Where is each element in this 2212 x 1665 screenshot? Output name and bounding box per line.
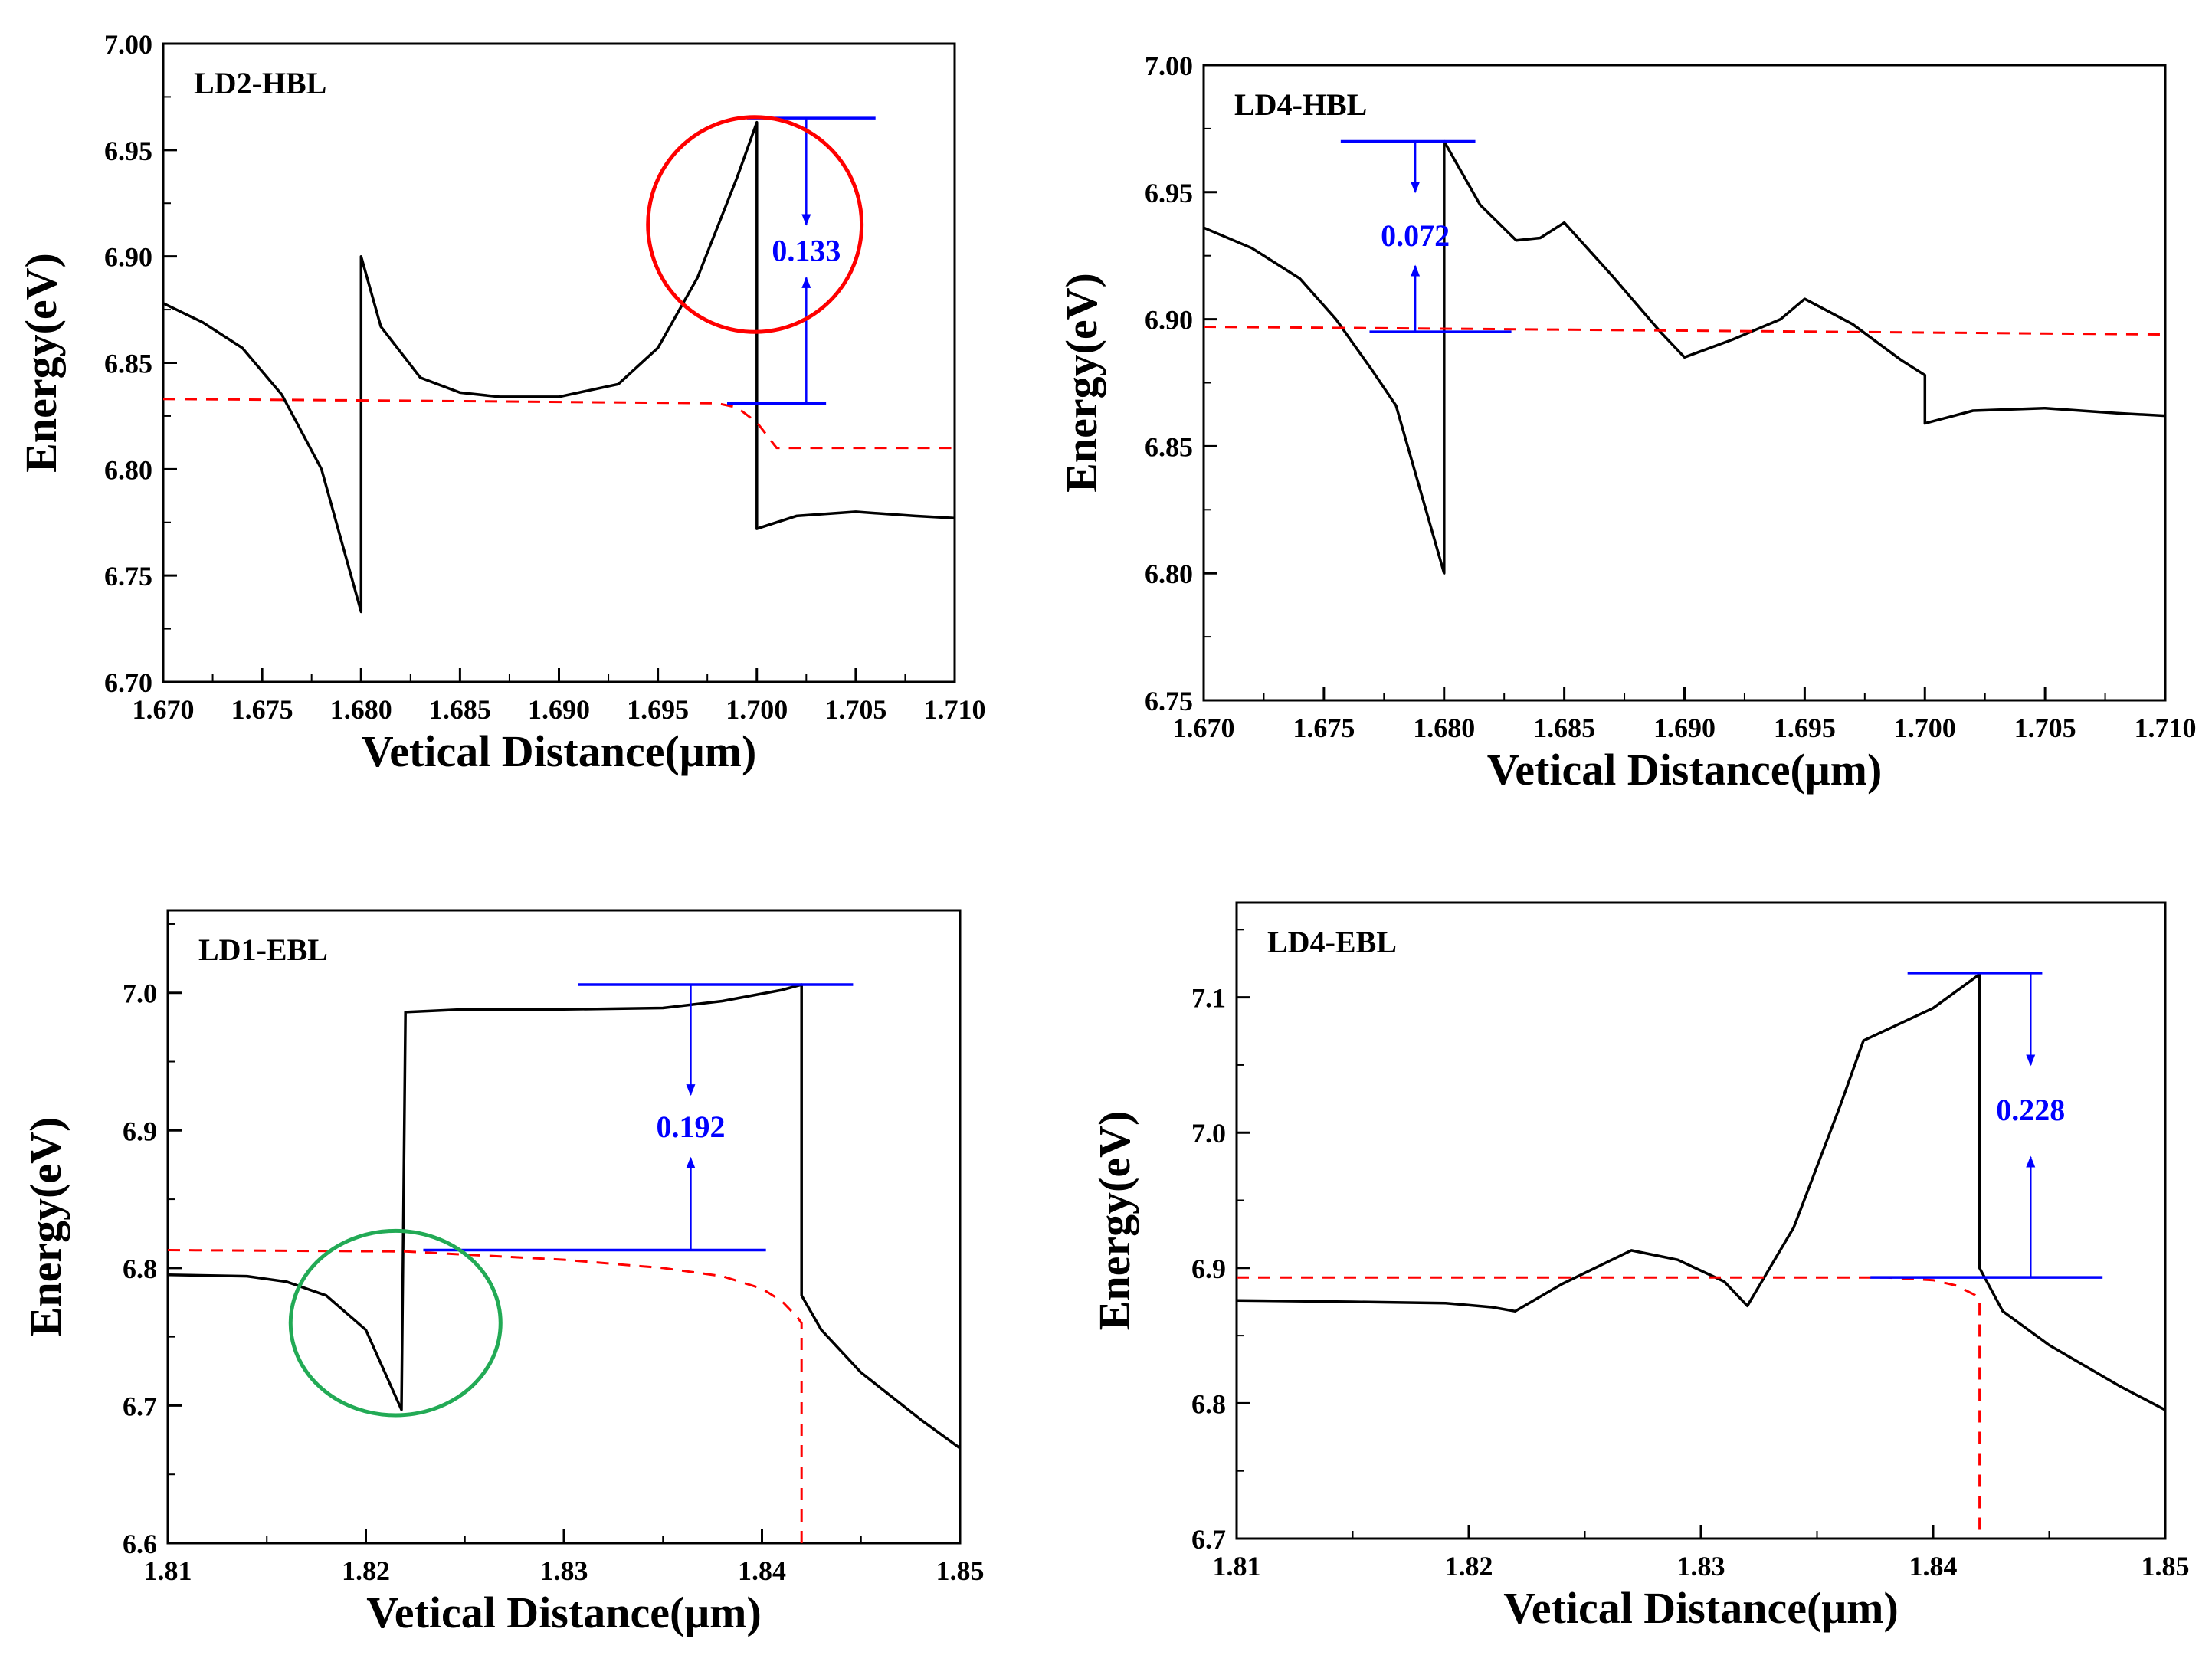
x-tick-label: 1.710 bbox=[924, 694, 986, 725]
offset-value-label: 0.192 bbox=[656, 1109, 725, 1144]
panel-title: LD2-HBL bbox=[194, 66, 326, 100]
plot-frame bbox=[1202, 64, 2167, 702]
panel-title: LD4-EBL bbox=[1267, 925, 1397, 959]
y-tick-label: 6.75 bbox=[104, 561, 152, 592]
plot-frame bbox=[162, 42, 956, 683]
x-tick-label: 1.81 bbox=[1213, 1551, 1261, 1581]
offset-value-label: 0.133 bbox=[772, 233, 841, 267]
x-tick-label: 1.82 bbox=[342, 1555, 390, 1586]
x-tick-label: 1.83 bbox=[540, 1555, 588, 1586]
x-tick-label: 1.675 bbox=[231, 694, 293, 725]
x-tick-label: 1.695 bbox=[627, 694, 689, 725]
fermi-level-line bbox=[162, 398, 955, 450]
x-tick-label: 1.685 bbox=[429, 694, 491, 725]
y-tick-label: 7.00 bbox=[1145, 51, 1193, 81]
x-tick-label: 1.695 bbox=[1774, 713, 1836, 743]
y-tick-label: 7.00 bbox=[104, 29, 152, 60]
chart-panel-top-left: 1.670 1.675 1.680 1.685 1.690 1.695 1.700 1.705… bbox=[16, 29, 986, 776]
x-tick-label: 1.82 bbox=[1445, 1551, 1493, 1581]
x-tick-label: 1.680 bbox=[330, 694, 392, 725]
x-tick-label: 1.700 bbox=[1894, 713, 1956, 743]
highlight-circle bbox=[646, 115, 864, 334]
band-edge-line bbox=[162, 120, 955, 614]
y-tick-label: 7.1 bbox=[1191, 983, 1226, 1014]
y-tick-label: 6.80 bbox=[1145, 559, 1193, 589]
y-tick-label: 6.70 bbox=[104, 667, 152, 698]
x-tick-label: 1.680 bbox=[1413, 713, 1475, 743]
y-tick-label: 6.95 bbox=[1145, 178, 1193, 208]
band-edge-line bbox=[167, 983, 962, 1450]
chart-panel-top-right: 1.670 1.675 1.680 1.685 1.690 1.695 1.700 1.705… bbox=[1057, 51, 2197, 795]
highlight-circle bbox=[288, 1228, 503, 1418]
y-tick-label: 6.9 bbox=[1191, 1254, 1226, 1284]
x-tick-label: 1.685 bbox=[1533, 713, 1595, 743]
y-tick-label: 6.85 bbox=[1145, 431, 1193, 462]
y-axis-title: Energy(eV) bbox=[21, 1117, 70, 1337]
y-tick-label: 6.80 bbox=[104, 454, 152, 485]
x-tick-label: 1.675 bbox=[1293, 713, 1355, 743]
y-tick-label: 7.0 bbox=[123, 978, 157, 1009]
x-tick-label: 1.84 bbox=[1909, 1551, 1958, 1581]
x-axis-title: Vetical Distance(μm) bbox=[362, 726, 757, 776]
y-tick-label: 6.7 bbox=[1191, 1524, 1226, 1555]
y-tick-label: 7.0 bbox=[1191, 1118, 1226, 1149]
y-axis-title: Energy(eV) bbox=[16, 253, 66, 473]
x-tick-label: 1.84 bbox=[738, 1555, 786, 1586]
y-tick-label: 6.95 bbox=[104, 136, 152, 166]
offset-value-label: 0.072 bbox=[1381, 218, 1450, 253]
fermi-level-line bbox=[1203, 326, 2166, 336]
x-axis-title: Vetical Distance(μm) bbox=[1487, 745, 1883, 795]
x-tick-label: 1.705 bbox=[2014, 713, 2076, 743]
x-tick-label: 1.690 bbox=[528, 694, 590, 725]
band-edge-line bbox=[1236, 972, 2166, 1411]
x-axis-title: Vetical Distance(μm) bbox=[1503, 1583, 1899, 1633]
chart-panel-bottom-right: 1.81 1.82 1.83 1.84 1.85 6.7 6.8 6.9 7.0 7.1 Vetic… bbox=[1090, 901, 2190, 1633]
y-tick-label: 6.90 bbox=[104, 242, 152, 273]
y-tick-label: 6.75 bbox=[1145, 686, 1193, 716]
y-tick-label: 6.9 bbox=[123, 1116, 157, 1146]
y-tick-label: 6.6 bbox=[123, 1529, 157, 1559]
y-tick-label: 6.8 bbox=[1191, 1388, 1226, 1419]
x-tick-label: 1.81 bbox=[144, 1555, 192, 1586]
x-tick-label: 1.705 bbox=[824, 694, 886, 725]
y-tick-label: 6.90 bbox=[1145, 305, 1193, 336]
y-tick-label: 6.85 bbox=[104, 349, 152, 379]
y-axis-title: Energy(eV) bbox=[1090, 1111, 1139, 1331]
y-axis-title: Energy(eV) bbox=[1057, 273, 1106, 493]
x-tick-label: 1.670 bbox=[133, 694, 195, 725]
x-tick-label: 1.85 bbox=[936, 1555, 985, 1586]
offset-value-label: 0.228 bbox=[1996, 1093, 2065, 1127]
panel-title: LD4-HBL bbox=[1234, 87, 1367, 122]
plot-frame bbox=[166, 909, 962, 1545]
y-tick-label: 6.7 bbox=[123, 1391, 157, 1421]
y-tick-label: 6.8 bbox=[123, 1254, 157, 1284]
x-tick-label: 1.85 bbox=[2142, 1551, 2190, 1581]
x-tick-label: 1.83 bbox=[1677, 1551, 1725, 1581]
fermi-level-line bbox=[1237, 1276, 1981, 1539]
panel-title: LD1-EBL bbox=[198, 932, 328, 967]
x-tick-label: 1.670 bbox=[1173, 713, 1235, 743]
x-tick-label: 1.690 bbox=[1653, 713, 1716, 743]
x-tick-label: 1.710 bbox=[2135, 713, 2197, 743]
x-axis-title: Vetical Distance(μm) bbox=[366, 1588, 762, 1637]
band-edge-line bbox=[1203, 139, 2166, 575]
chart-panel-bottom-left: 1.81 1.82 1.83 1.84 1.85 6.6 6.7 6.8 6.9 7.0 Vetic… bbox=[21, 909, 985, 1637]
x-tick-label: 1.700 bbox=[726, 694, 788, 725]
fermi-level-line bbox=[167, 1249, 803, 1543]
plot-frame bbox=[1235, 901, 2167, 1540]
